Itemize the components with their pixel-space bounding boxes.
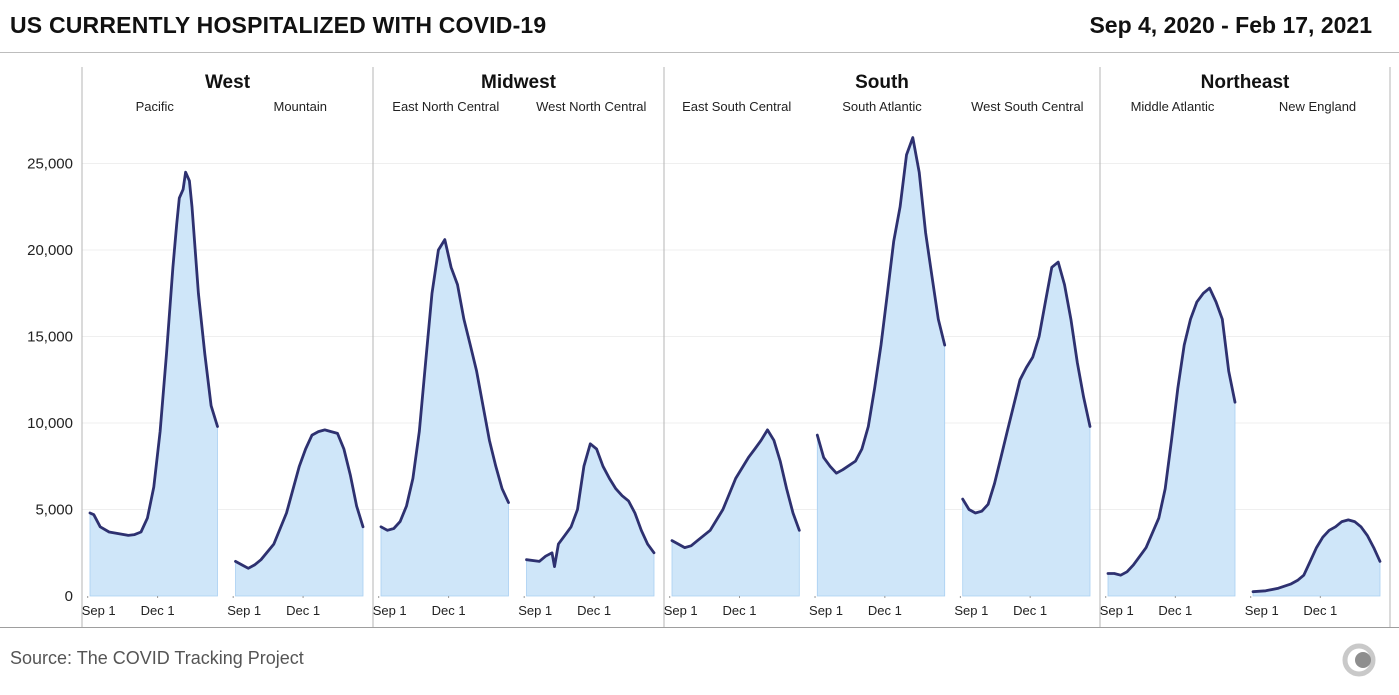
- x-tick-label: Sep 1: [518, 603, 552, 618]
- x-tick-label: Sep 1: [809, 603, 843, 618]
- x-tick-label: Sep 1: [664, 603, 698, 618]
- x-tick-label: Dec 1: [1013, 603, 1047, 618]
- division-label: Pacific: [136, 99, 175, 114]
- region-label: Midwest: [481, 72, 557, 93]
- x-tick-label: Dec 1: [141, 603, 175, 618]
- x-tick-label: Dec 1: [868, 603, 902, 618]
- covid-tracking-project-logo-icon: [1342, 643, 1376, 677]
- x-tick-label: Sep 1: [82, 603, 116, 618]
- division-area: [235, 429, 364, 597]
- x-tick-label: Sep 1: [1100, 603, 1134, 618]
- division-series-line: [670, 428, 801, 549]
- y-tick-label: 0: [65, 588, 73, 605]
- x-tick-label: Dec 1: [286, 603, 320, 618]
- footer-divider: [0, 627, 1399, 628]
- division-series-line: [815, 136, 947, 475]
- hospitalization-small-multiples-chart: 0 5,000 10,000 15,000 20,000 25,000 West Pacifi…: [27, 67, 1391, 627]
- x-tick-label: Dec 1: [577, 603, 611, 618]
- x-tick-label: Sep 1: [227, 603, 261, 618]
- region-label: West: [205, 72, 251, 93]
- division-series-line: [1106, 286, 1237, 577]
- division-label: Middle Atlantic: [1131, 99, 1215, 114]
- y-tick-label: 5,000: [35, 502, 73, 519]
- division-area: [671, 429, 800, 597]
- chart-title: US CURRENTLY HOSPITALIZED WITH COVID-19: [10, 12, 547, 38]
- division-area: [816, 136, 946, 597]
- y-tick-label: 25,000: [27, 156, 73, 173]
- division-area: [526, 443, 655, 597]
- y-tick-label: 20,000: [27, 242, 73, 259]
- division-series-line: [525, 442, 656, 568]
- division-series-line: [234, 428, 365, 570]
- y-tick-label: 10,000: [27, 415, 73, 432]
- division-label: New England: [1279, 99, 1356, 114]
- y-tick-label: 15,000: [27, 329, 73, 346]
- date-range: Sep 4, 2020 - Feb 17, 2021: [1089, 12, 1372, 38]
- division-area: [1252, 519, 1381, 597]
- division-series-line: [379, 238, 510, 532]
- division-label: West North Central: [536, 99, 646, 114]
- division-label: West South Central: [971, 99, 1084, 114]
- division-label: Mountain: [274, 99, 327, 114]
- header-divider: [0, 52, 1399, 53]
- region-label: Northeast: [1201, 72, 1290, 93]
- division-label: East North Central: [392, 99, 499, 114]
- division-series-line: [88, 170, 219, 537]
- division-label: East South Central: [682, 99, 791, 114]
- x-tick-label: Sep 1: [1245, 603, 1279, 618]
- x-tick-label: Dec 1: [432, 603, 466, 618]
- x-tick-label: Dec 1: [1303, 603, 1337, 618]
- source-note: Source: The COVID Tracking Project: [10, 648, 304, 668]
- division-area: [380, 238, 509, 597]
- x-tick-label: Sep 1: [373, 603, 407, 618]
- x-tick-label: Dec 1: [1158, 603, 1192, 618]
- division-series-line: [1251, 518, 1382, 594]
- x-tick-label: Sep 1: [954, 603, 988, 618]
- division-series-line: [961, 260, 1092, 515]
- division-label: South Atlantic: [842, 99, 922, 114]
- region-label: South: [855, 72, 909, 93]
- x-tick-label: Dec 1: [723, 603, 757, 618]
